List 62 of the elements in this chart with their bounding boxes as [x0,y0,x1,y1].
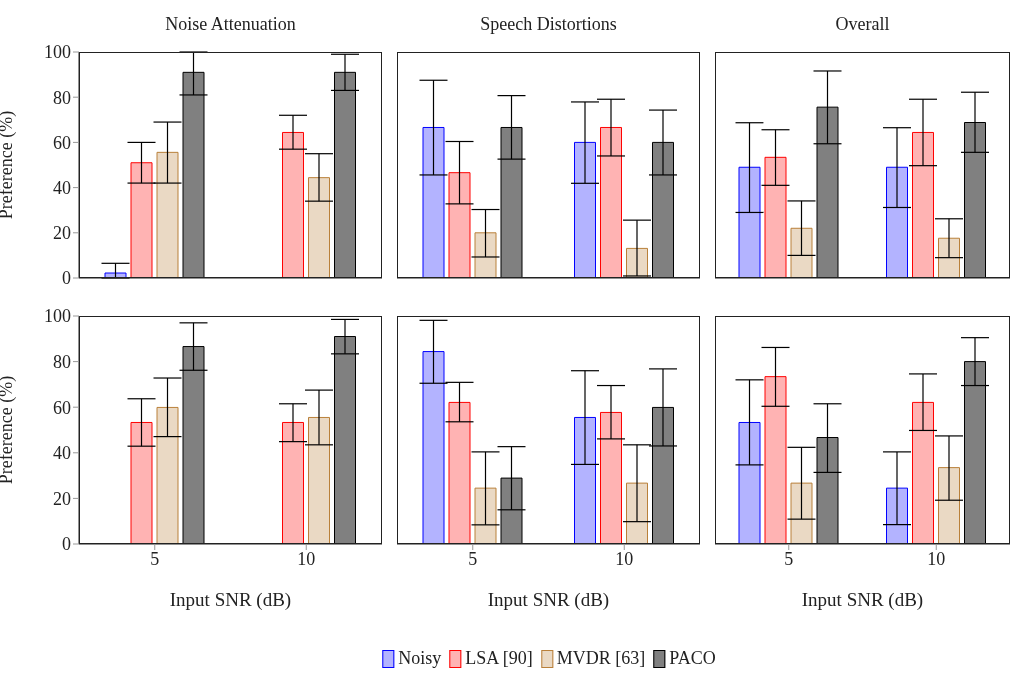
x-tick-label: 10 [615,548,634,569]
legend-label: MVDR [63] [556,648,646,669]
bar [912,131,934,278]
bar [938,467,960,544]
bar [790,482,813,544]
y-axis-title: Preference (%) [0,110,18,220]
x-axis-title: Input SNR (dB) [169,589,292,611]
bar [282,421,304,544]
bar [574,416,596,544]
y-axis-title: Preference (%) [0,375,18,485]
x-tick-label: 10 [927,548,946,569]
bar [156,406,179,544]
bar [912,401,934,544]
chart-title: Overall [834,14,891,35]
bar [938,237,960,278]
y-tick-label: 80 [53,87,71,108]
chart-title: Speech Distortions [479,14,618,35]
bar [600,411,622,544]
y-tick-label: 80 [53,351,71,372]
x-axis-title: Input SNR (dB) [801,589,924,611]
bar [764,156,787,278]
y-tick-label: 20 [53,223,71,244]
bar [130,421,153,544]
bar [156,151,179,278]
bar [282,131,304,278]
legend-label: LSA [90] [465,648,533,669]
bar [600,126,622,278]
legend-label: Noisy [398,648,442,669]
bar [422,351,445,544]
bar [474,232,497,278]
x-tick-label: 5 [468,548,478,569]
bar [104,272,127,278]
chart-title: Noise Attenuation [164,14,297,35]
bar [626,482,648,544]
bar [308,416,330,544]
bar [886,166,908,278]
bar [308,177,330,278]
bar [738,166,761,278]
y-tick-label: 40 [53,177,71,198]
bar [448,172,471,278]
x-axis-title: Input SNR (dB) [487,589,610,611]
y-tick-label: 0 [62,534,71,555]
y-tick-label: 60 [53,132,71,153]
bar [574,141,596,278]
x-tick-label: 5 [150,548,160,569]
y-tick-label: 100 [44,42,71,63]
x-tick-label: 5 [784,548,794,569]
legend-label: PACO [669,648,716,669]
bar [422,126,445,278]
bar [130,162,153,278]
bar [764,376,787,544]
y-tick-label: 60 [53,397,71,418]
y-tick-label: 0 [62,268,71,289]
bar [886,487,908,544]
bar [738,421,761,544]
bar [448,401,471,544]
bar [474,487,497,544]
bar [790,227,813,278]
y-tick-label: 20 [53,488,71,509]
y-tick-label: 40 [53,443,71,464]
x-tick-label: 10 [297,548,316,569]
y-tick-label: 100 [44,306,71,327]
